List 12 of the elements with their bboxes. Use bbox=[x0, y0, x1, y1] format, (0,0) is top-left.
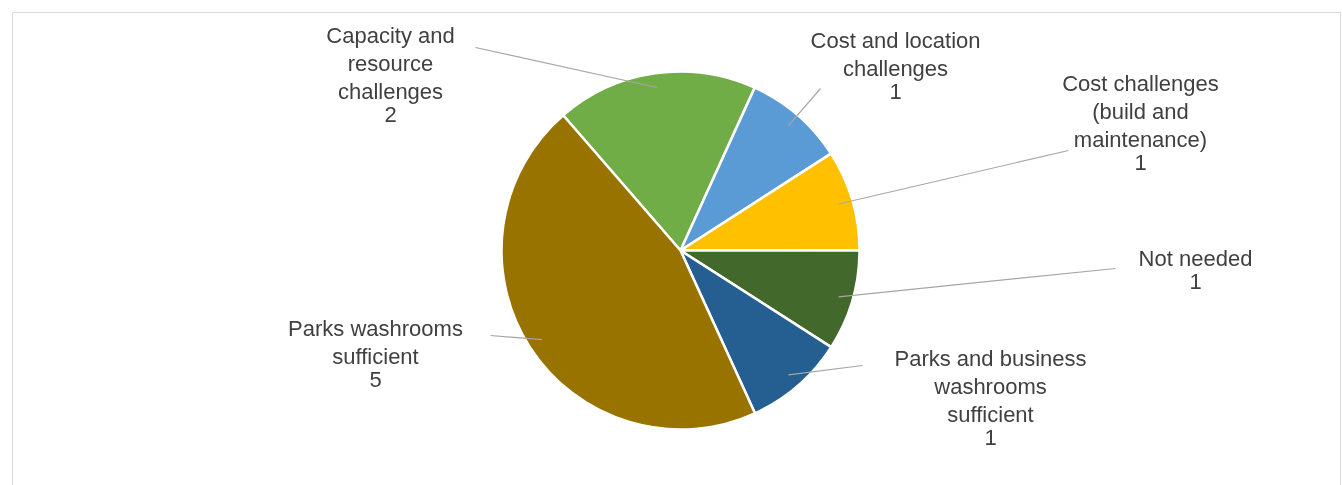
slice-label: Not needed bbox=[1138, 245, 1253, 271]
data-label: 5 bbox=[369, 366, 382, 392]
data-label: 2 bbox=[384, 101, 397, 127]
data-label: 1 bbox=[984, 424, 997, 450]
slice-label: Cost challenges (build and maintenance) bbox=[1062, 70, 1219, 152]
slice-label: Parks washrooms sufficient bbox=[288, 315, 463, 369]
data-label: 1 bbox=[889, 78, 902, 104]
slice-label: Cost and location challenges bbox=[810, 27, 981, 81]
slice-label: Capacity and resource challenges bbox=[326, 22, 455, 104]
slice-label: Parks and business washrooms sufficient bbox=[894, 345, 1087, 427]
data-label: 1 bbox=[1189, 268, 1202, 294]
data-label: 1 bbox=[1134, 149, 1147, 175]
